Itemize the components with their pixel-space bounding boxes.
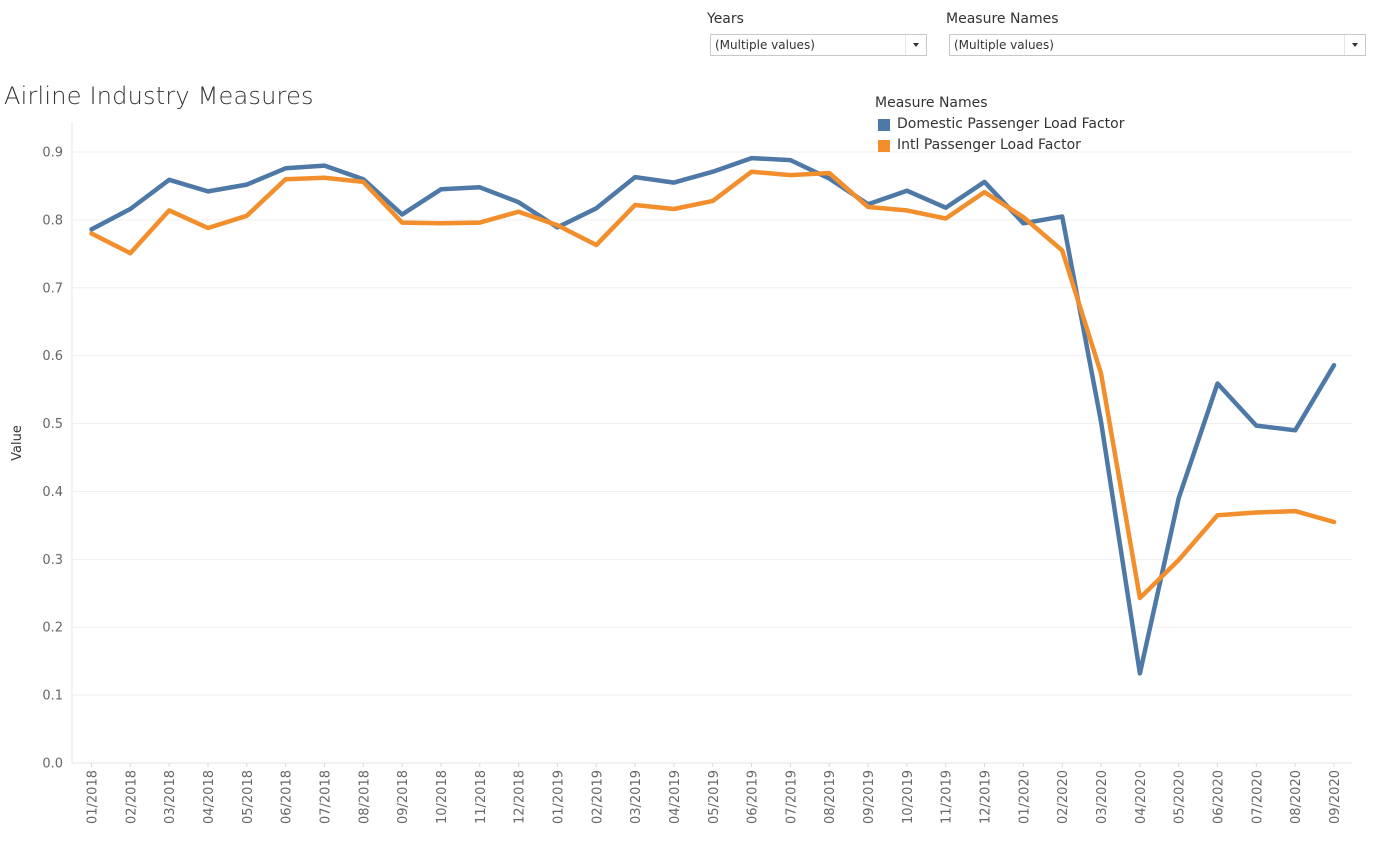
x-tick-label: 05/2018 xyxy=(241,770,256,824)
y-tick-label: 0.0 xyxy=(42,757,63,772)
x-tick-label: 09/2020 xyxy=(1328,770,1343,824)
x-tick-label: 10/2018 xyxy=(435,770,450,824)
y-tick-label: 0.7 xyxy=(42,281,63,296)
x-tick-label: 12/2019 xyxy=(979,770,994,824)
x-tick-label: 03/2020 xyxy=(1095,770,1110,824)
x-tick-label: 02/2020 xyxy=(1056,770,1071,824)
x-tick-label: 07/2019 xyxy=(784,770,799,824)
y-tick-label: 0.9 xyxy=(42,146,63,161)
gridlines xyxy=(71,122,1352,764)
x-tick-label: 11/2018 xyxy=(474,770,489,824)
x-tick-label: 01/2020 xyxy=(1017,770,1032,824)
x-tick-label: 02/2019 xyxy=(590,770,605,824)
chevron-down-icon[interactable] xyxy=(1344,35,1365,55)
x-tick-label: 03/2019 xyxy=(629,770,644,824)
y-tick-label: 0.6 xyxy=(42,349,63,364)
series-line-intl[interactable] xyxy=(89,169,1337,601)
x-tick-label: 07/2020 xyxy=(1250,770,1265,824)
x-tick-label: 11/2019 xyxy=(940,770,955,824)
measure-names-filter-label: Measure Names xyxy=(946,11,1059,27)
x-tick-label: 08/2018 xyxy=(357,770,372,824)
x-tick-label: 04/2020 xyxy=(1134,770,1149,824)
y-axis-ticks: 0.0 0.1 0.2 0.3 0.4 0.5 0.6 0.7 0.8 0.9 xyxy=(42,146,63,772)
legend-swatch-intl xyxy=(878,140,890,152)
years-filter-dropdown[interactable]: (Multiple values) xyxy=(710,34,927,56)
y-axis-title: Value xyxy=(10,425,25,461)
measure-names-filter-value: (Multiple values) xyxy=(954,38,1054,52)
x-tick-label: 04/2018 xyxy=(202,770,217,824)
x-tick-label: 12/2018 xyxy=(513,770,528,824)
series-line-domestic[interactable] xyxy=(89,155,1337,676)
x-tick-label: 01/2018 xyxy=(86,770,101,824)
chevron-down-icon[interactable] xyxy=(905,35,926,55)
x-tick-label: 06/2020 xyxy=(1212,770,1227,824)
chart-title: Airline Industry Measures xyxy=(4,82,314,110)
x-tick-label: 07/2018 xyxy=(318,770,333,824)
x-tick-label: 06/2018 xyxy=(280,770,295,824)
series-lines xyxy=(89,155,1337,676)
x-tick-label: 09/2018 xyxy=(396,770,411,824)
x-tick-label: 05/2020 xyxy=(1173,770,1188,824)
x-tick-label: 01/2019 xyxy=(551,770,566,824)
x-tick-label: 05/2019 xyxy=(707,770,722,824)
y-tick-label: 0.1 xyxy=(42,689,63,704)
x-tick-label: 08/2020 xyxy=(1289,770,1304,824)
years-filter-label: Years xyxy=(707,11,744,27)
x-tick-label: 06/2019 xyxy=(746,770,761,824)
y-tick-label: 0.2 xyxy=(42,621,63,636)
legend-title: Measure Names xyxy=(875,95,988,111)
legend-label-domestic: Domestic Passenger Load Factor xyxy=(897,116,1125,132)
y-tick-label: 0.5 xyxy=(42,417,63,432)
measure-names-filter-dropdown[interactable]: (Multiple values) xyxy=(949,34,1366,56)
years-filter-value: (Multiple values) xyxy=(715,38,815,52)
x-tick-label: 03/2018 xyxy=(163,770,178,824)
x-tick-label: 04/2019 xyxy=(668,770,683,824)
x-tick-label: 08/2019 xyxy=(823,770,838,824)
legend-label-intl: Intl Passenger Load Factor xyxy=(897,137,1081,153)
x-tick-label: 09/2019 xyxy=(862,770,877,824)
x-tick-label: 02/2018 xyxy=(124,770,139,824)
legend-swatch-domestic xyxy=(878,119,890,131)
x-axis-ticks: 01/2018 02/2018 03/2018 04/2018 05/2018 06/20… xyxy=(86,763,1343,824)
y-tick-label: 0.3 xyxy=(42,553,63,568)
y-tick-label: 0.4 xyxy=(42,485,63,500)
y-tick-label: 0.8 xyxy=(42,213,63,228)
x-tick-label: 10/2019 xyxy=(901,770,916,824)
